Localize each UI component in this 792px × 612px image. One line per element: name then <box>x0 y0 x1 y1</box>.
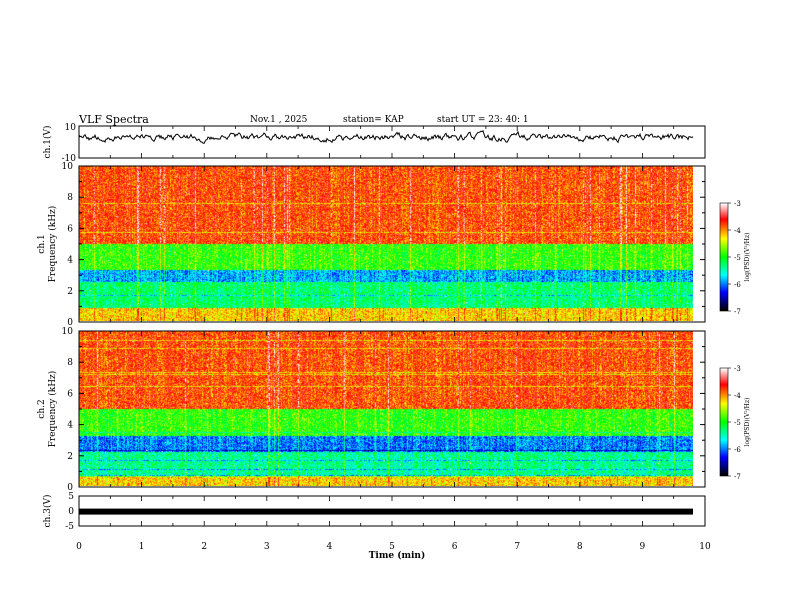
colorbar-1-tick-label: -7 <box>734 308 741 316</box>
ch1-ytick-label: 8 <box>67 193 73 203</box>
channel-1-spectrogram <box>79 166 693 321</box>
ch1-ytick-label: 2 <box>67 287 73 297</box>
x-tick-label: 4 <box>327 542 333 552</box>
x-axis-label: Time (min) <box>369 550 426 561</box>
x-tick-label: 2 <box>201 542 207 552</box>
ch1-ytick-label: 10 <box>62 162 74 172</box>
ch2-ytick-label: 8 <box>67 358 73 368</box>
channel-2-spectrogram <box>79 331 693 486</box>
colorbar-2-tick-label: -7 <box>734 473 741 481</box>
colorbar-2-label: log(PSD)(V²/Hz) <box>744 398 751 447</box>
ch2-ytick-label: 0 <box>67 483 73 493</box>
x-tick-label: 1 <box>139 542 145 552</box>
ch2-ylabel-channel: ch.2 <box>37 399 47 418</box>
ch3-ylabel: ch.3(V) <box>42 495 53 528</box>
panel-frame-2 <box>78 165 706 323</box>
colorbar-1-frame <box>719 202 729 312</box>
colorbar-1 <box>720 203 728 311</box>
x-tick-label: 7 <box>514 542 520 552</box>
ch2-ytick-label: 4 <box>67 421 73 431</box>
colorbar-2 <box>720 368 728 476</box>
x-tick-label: 6 <box>452 542 458 552</box>
ch1-ylabel-frequency: Frequency (kHz) <box>47 206 58 283</box>
start-time-label: start UT = 23: 40: 1 <box>437 115 529 125</box>
x-tick-label: 0 <box>76 542 82 552</box>
ch2-ylabel-frequency: Frequency (kHz) <box>47 371 58 448</box>
x-tick-label: 10 <box>699 542 711 552</box>
ch3-ytick-label: -5 <box>65 522 74 532</box>
ch2-ytick-label: 10 <box>62 327 74 337</box>
colorbar-1-tick-label: -4 <box>734 227 741 235</box>
colorbar-1-tick-label: -3 <box>734 200 741 208</box>
panel-frame-3 <box>78 330 706 488</box>
colorbar-1-tick-label: -5 <box>734 254 741 262</box>
date-label: Nov.1 , 2025 <box>250 115 308 125</box>
ch1-ytick-label: 0 <box>67 318 73 328</box>
ch1-ytick-label: 10 <box>65 123 77 133</box>
ch1-ytick-label: 6 <box>67 224 73 234</box>
x-tick-label: 8 <box>577 542 583 552</box>
colorbar-2-frame <box>719 367 729 477</box>
ch3-trace <box>79 508 693 515</box>
ch2-ytick-label: 6 <box>67 389 73 399</box>
chart-title: VLF Spectra <box>79 113 149 126</box>
ch3-ytick-label: 5 <box>68 492 74 502</box>
colorbar-2-tick-label: -4 <box>734 392 741 400</box>
panel-frame-1 <box>78 125 706 159</box>
colorbar-2-tick-label: -3 <box>734 365 741 373</box>
x-tick-label: 5 <box>389 542 395 552</box>
colorbar-1-label: log(PSD)(V²/Hz) <box>744 233 751 282</box>
ch1-ytick-label: -10 <box>62 154 77 164</box>
station-label: station= KAP <box>343 115 404 125</box>
ch1-ytick-label: 4 <box>67 256 73 266</box>
x-tick-label: 3 <box>264 542 270 552</box>
colorbar-2-tick-label: -5 <box>734 419 741 427</box>
colorbar-2-tick-label: -6 <box>734 446 741 454</box>
ch2-ytick-label: 2 <box>67 452 73 462</box>
x-tick-label: 9 <box>640 542 646 552</box>
ch3-ytick-label: 0 <box>68 507 74 517</box>
colorbar-1-tick-label: -6 <box>734 281 741 289</box>
ch1-ylabel-channel: ch.1 <box>37 234 47 253</box>
ch1-ylabel: ch.1(V) <box>42 126 53 159</box>
ch1-waveform-line <box>78 129 694 144</box>
